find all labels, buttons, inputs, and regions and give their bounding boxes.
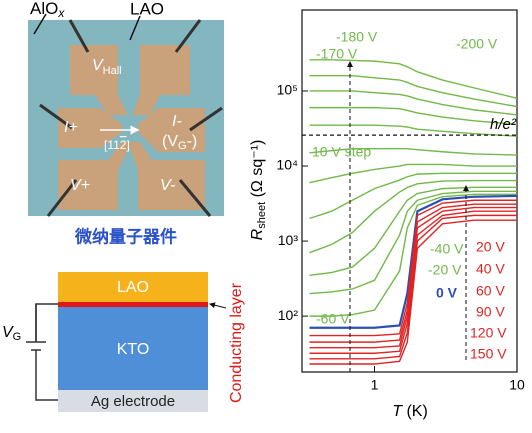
label: Conducting layer	[228, 282, 245, 403]
series-line	[309, 190, 517, 295]
reference-label: h/e²	[490, 116, 517, 133]
annotation: 20 V	[476, 239, 505, 255]
label: I-	[172, 113, 182, 130]
series-line	[309, 59, 518, 99]
annotation: -200 V	[456, 36, 498, 52]
label: AlOx	[30, 0, 65, 20]
series-line	[309, 219, 517, 365]
label: VG	[2, 324, 21, 343]
label: I+	[64, 119, 78, 136]
y-tick-label: 10²	[278, 307, 299, 323]
pad	[58, 142, 132, 210]
annotation: 60 V	[476, 283, 505, 299]
series-line	[309, 74, 518, 108]
label: LAO	[130, 0, 164, 18]
y-axis-symbol: R	[249, 228, 266, 240]
series-line	[309, 214, 517, 360]
y-tick-label: 10³	[278, 232, 299, 248]
pad	[70, 45, 128, 115]
probes	[39, 19, 223, 217]
annotation: -60 V	[316, 311, 350, 327]
annotation: 90 V	[476, 304, 505, 320]
annotation: 10 V step	[312, 144, 371, 160]
pad	[138, 108, 205, 152]
series-line	[309, 194, 518, 329]
series-line	[309, 203, 517, 343]
series-line	[309, 210, 517, 354]
annotation: 40 V	[476, 261, 505, 277]
label: KTO	[117, 341, 150, 358]
annotation: 120 V	[470, 325, 507, 341]
x-tick-label: 10	[509, 377, 525, 393]
y-axis-unit: (Ω sq⁻¹)	[249, 140, 266, 202]
series-line	[309, 186, 517, 276]
y-tick-label: 10⁴	[276, 157, 298, 173]
annotation: -20 V	[428, 262, 462, 278]
electrode	[58, 390, 208, 412]
annotation: 0 V	[436, 285, 458, 301]
label: Ag electrode	[91, 393, 175, 410]
series-line	[309, 124, 518, 137]
lao-layer	[58, 272, 208, 302]
device-photo: AlOx LAO VHall I+ I- (VG-) [112] V+ V-	[28, 0, 224, 217]
kto-layer	[58, 307, 208, 390]
caption: 微纳量子器件	[74, 226, 177, 246]
series-line	[309, 199, 517, 337]
label: LAO	[117, 279, 149, 296]
schematic: LAO KTO Ag electrode Conducting layer VG	[2, 272, 245, 412]
annotation: -40 V	[430, 241, 464, 257]
series-line	[309, 163, 517, 184]
label: [112]	[104, 138, 130, 152]
annotation: -170 V	[316, 46, 358, 62]
x-tick-label: 1	[371, 377, 379, 393]
label: (VG-)	[162, 133, 197, 152]
annotation: 150 V	[470, 346, 507, 362]
label: VHall	[92, 57, 122, 77]
y-axis-label: Rsheet (Ω sq⁻¹)	[249, 140, 268, 241]
label: V+	[70, 177, 90, 194]
conducting-layer	[58, 302, 208, 307]
series-line	[309, 179, 517, 254]
y-axis-subscript: sheet	[256, 202, 268, 229]
series-line	[309, 193, 517, 317]
series-line	[309, 206, 517, 349]
pad	[58, 108, 122, 148]
x-axis-symbol: T	[392, 403, 403, 420]
y-tick-label: 10⁵	[277, 82, 298, 98]
series-line	[309, 148, 518, 156]
x-axis-unit: (K)	[402, 403, 428, 420]
x-axis-label: T (K)	[392, 403, 428, 420]
series-line	[309, 106, 518, 125]
pad	[132, 45, 190, 115]
pad	[128, 142, 205, 210]
series-line	[309, 172, 517, 220]
annotation: -180 V	[336, 29, 378, 45]
chart: 10² 10³ 10⁴ 10⁵ 1 10 T (K) Rsheet (Ω sq⁻¹) h/e² -…	[249, 9, 525, 420]
label: V-	[160, 177, 175, 194]
series-line	[309, 90, 518, 116]
